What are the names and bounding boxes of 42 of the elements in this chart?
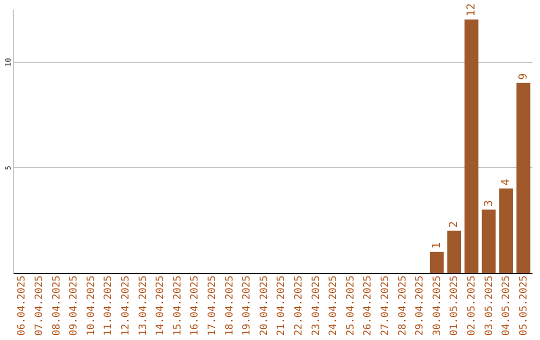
x-tick-label: 23.04.2025 xyxy=(310,276,322,336)
x-tick-label: 02.05.2025 xyxy=(466,276,478,336)
bar xyxy=(499,188,513,273)
data-label: 1 xyxy=(430,242,443,249)
x-tick-label: 12.04.2025 xyxy=(120,276,132,336)
x-tick-label: 24.04.2025 xyxy=(328,276,340,336)
x-tick-label: 20.04.2025 xyxy=(258,276,270,336)
x-tick-label: 15.04.2025 xyxy=(172,276,184,336)
x-tick-label: 19.04.2025 xyxy=(242,276,253,336)
x-tick-label: 06.04.2025 xyxy=(16,276,28,336)
data-label: 3 xyxy=(482,200,495,207)
x-tick-label: 04.05.2025 xyxy=(501,276,512,336)
x-tick-label: 14.04.2025 xyxy=(155,276,166,336)
x-tick-label: 29.04.2025 xyxy=(414,276,426,336)
x-tick-label: 16.04.2025 xyxy=(190,276,201,336)
x-tick-label: 13.04.2025 xyxy=(138,276,149,336)
bar xyxy=(447,230,462,273)
x-tick-label: 07.04.2025 xyxy=(34,276,45,336)
x-tick-label: 27.04.2025 xyxy=(380,276,391,336)
x-tick-label: 11.04.2025 xyxy=(103,276,114,336)
x-tick-label: 22.04.2025 xyxy=(293,276,304,336)
x-tick-label: 08.04.2025 xyxy=(51,276,62,336)
x-tick-label: 01.05.2025 xyxy=(449,276,460,336)
x-tick-label: 28.04.2025 xyxy=(397,276,408,336)
bar xyxy=(430,252,444,273)
x-tick-label: 03.05.2025 xyxy=(484,276,495,336)
x-tick-label: 25.04.2025 xyxy=(345,276,356,336)
x-tick-label: 30.04.2025 xyxy=(432,276,443,336)
x-tick-label: 26.04.2025 xyxy=(362,276,374,336)
x-tick-label: 05.05.2025 xyxy=(518,276,530,336)
x-tick-label: 09.04.2025 xyxy=(68,276,80,336)
data-label: 12 xyxy=(464,3,478,17)
bar xyxy=(516,82,530,273)
x-tick-label: 18.04.2025 xyxy=(224,276,236,336)
bar xyxy=(464,20,478,273)
x-tick-label: 21.04.2025 xyxy=(276,276,288,336)
x-tick-label: 10.04.2025 xyxy=(86,276,97,336)
data-label: 2 xyxy=(447,221,460,228)
data-label: 4 xyxy=(499,178,512,186)
bar xyxy=(482,210,496,273)
x-tick-label: 17.04.2025 xyxy=(206,276,218,336)
data-label: 9 xyxy=(516,73,530,80)
